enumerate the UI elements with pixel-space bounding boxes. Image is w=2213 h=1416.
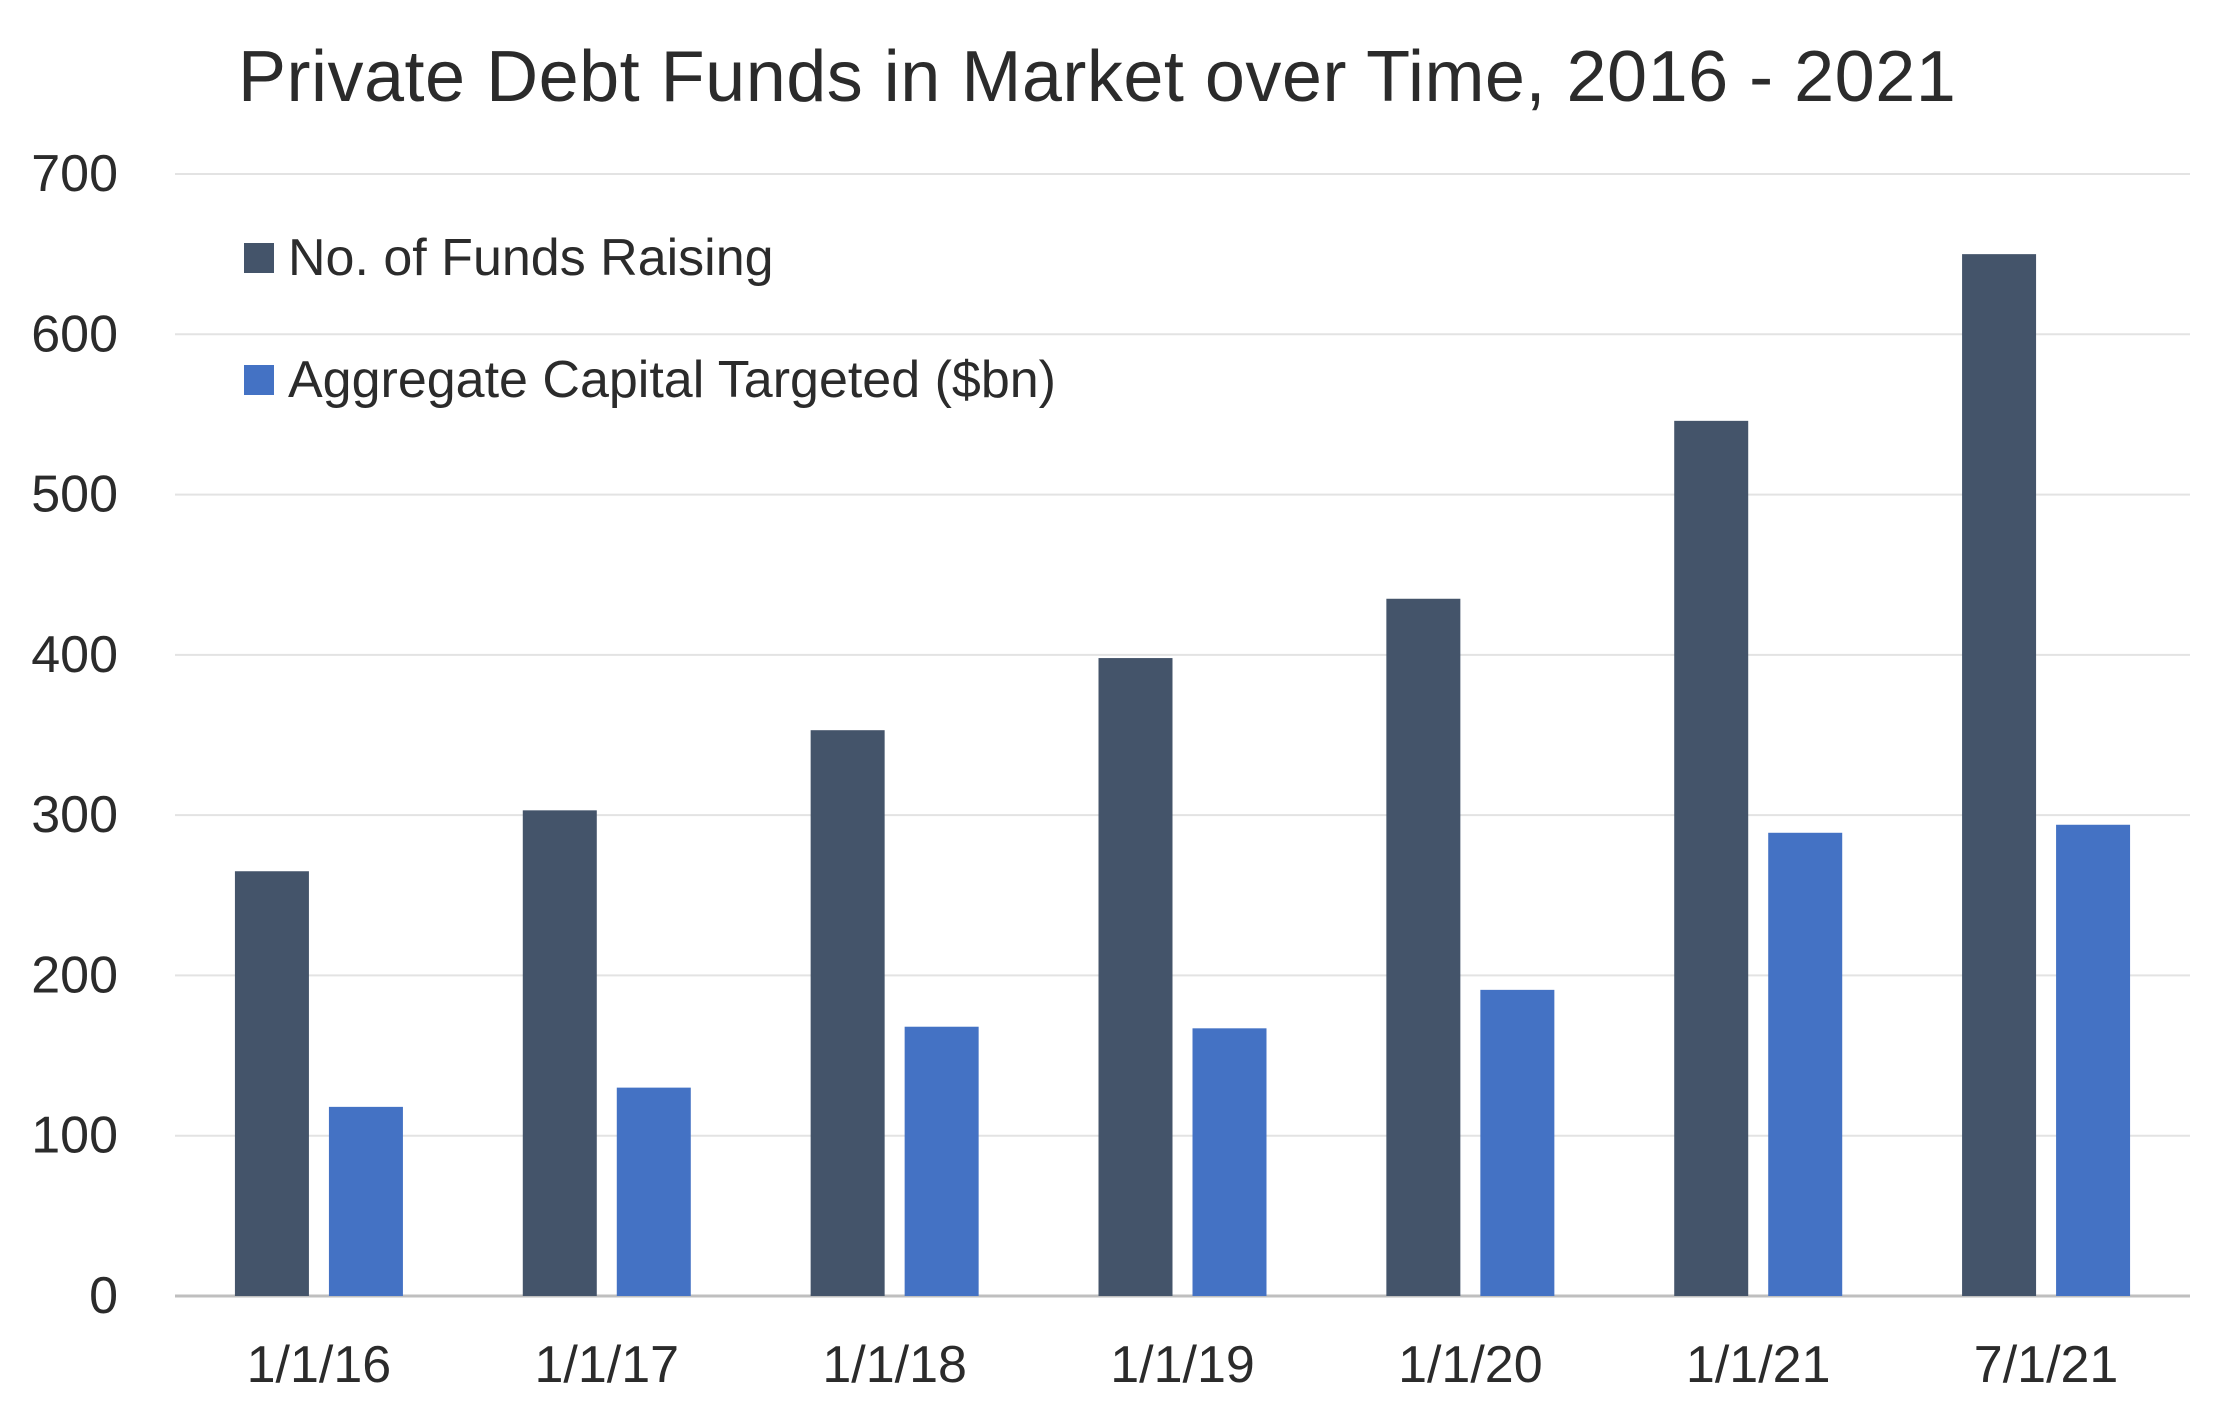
bar-funds-raising [234,871,309,1296]
chart-legend: No. of Funds Raising Aggregate Capital T… [244,228,1056,472]
legend-item-capital-targeted: Aggregate Capital Targeted ($bn) [244,350,1056,410]
y-tick-label: 200 [31,946,118,1004]
bar-funds-raising [1674,420,1749,1297]
y-tick-label: 100 [31,1107,118,1165]
y-tick-label: 700 [31,145,118,203]
legend-item-funds-raising: No. of Funds Raising [244,228,1056,288]
y-tick-label: 0 [89,1267,118,1325]
bar-capital-targeted [904,1026,979,1296]
x-tick-label: 7/1/21 [1974,1336,2119,1394]
bar-capital-targeted [1480,989,1555,1296]
y-tick-label: 600 [31,305,118,363]
y-tick-label: 400 [31,626,118,684]
legend-label-capital-targeted: Aggregate Capital Targeted ($bn) [288,351,1056,409]
y-tick-label: 500 [31,466,118,524]
x-tick-label: 1/1/19 [1110,1336,1255,1394]
legend-label-funds-raising: No. of Funds Raising [288,229,774,287]
bar-capital-targeted [1768,832,1843,1296]
bar-capital-targeted [616,1087,691,1296]
legend-swatch-capital-targeted [244,365,274,395]
x-tick-label: 1/1/18 [822,1336,967,1394]
bar-funds-raising [522,810,597,1296]
chart-title: Private Debt Funds in Market over Time, … [238,37,1957,117]
x-tick-label: 1/1/16 [247,1336,392,1394]
bar-funds-raising [1386,598,1461,1296]
x-tick-label: 1/1/20 [1398,1336,1543,1394]
bar-funds-raising [810,730,885,1296]
legend-swatch-funds-raising [244,243,274,273]
y-tick-label: 300 [31,786,118,844]
bar-funds-raising [1962,254,2037,1297]
bar-capital-targeted [328,1106,403,1296]
x-tick-label: 1/1/21 [1686,1336,1831,1394]
bar-funds-raising [1098,658,1173,1296]
bar-capital-targeted [1192,1028,1267,1296]
x-tick-label: 1/1/17 [534,1336,679,1394]
bar-capital-targeted [2056,824,2131,1296]
